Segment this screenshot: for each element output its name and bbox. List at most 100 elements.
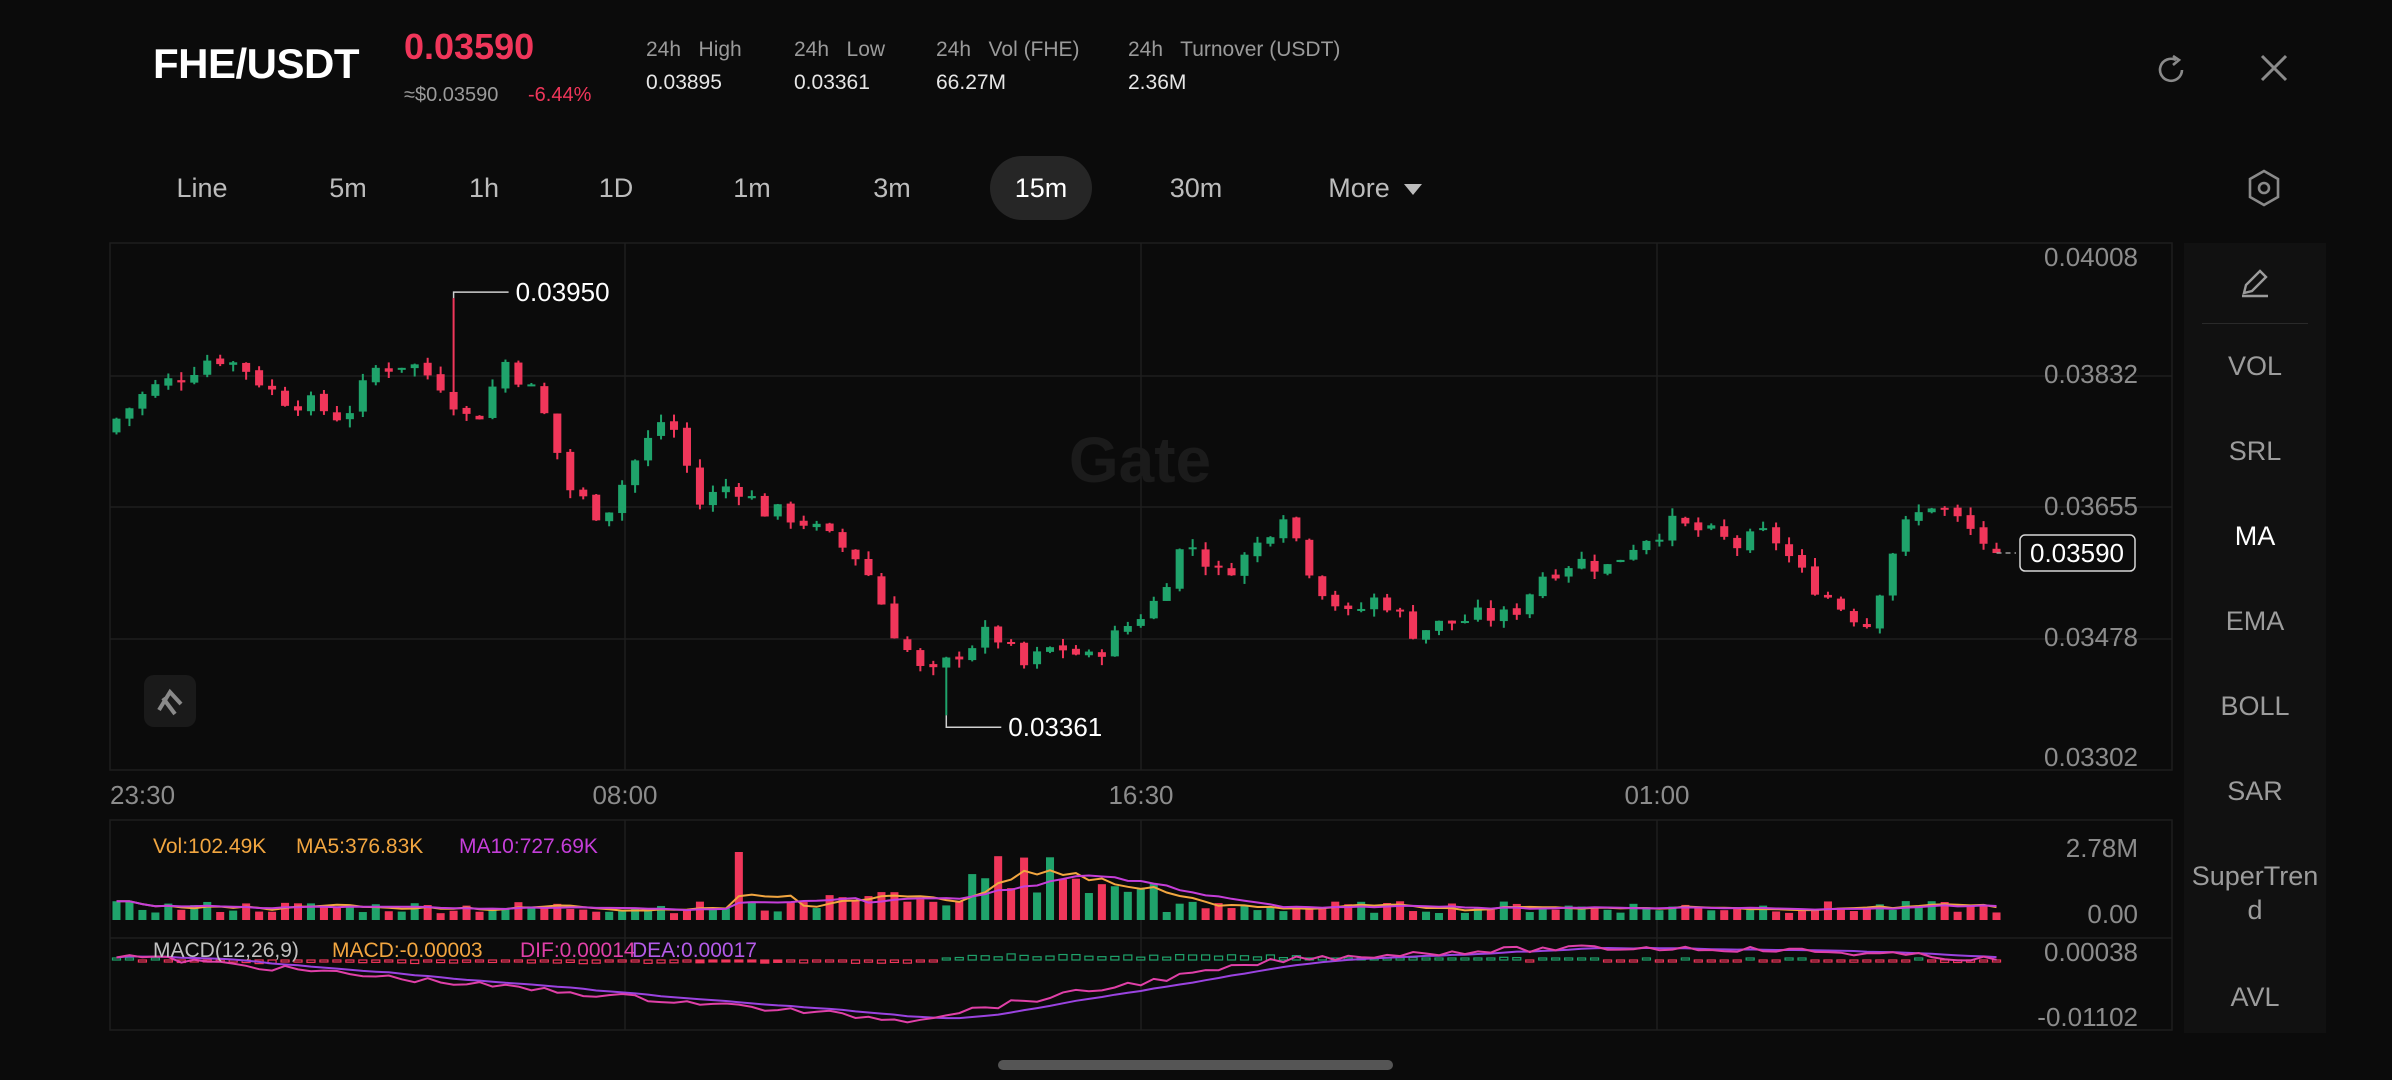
volume-bar [1460, 912, 1469, 920]
candle-body [916, 650, 925, 666]
volume-bar [1007, 888, 1016, 920]
macd-histogram-bar [1175, 954, 1185, 961]
macd-histogram-bar [1628, 959, 1639, 963]
refresh-icon[interactable] [2152, 50, 2192, 90]
candle-body [1525, 594, 1534, 615]
macd-histogram-bar [591, 959, 601, 964]
candle-body [1357, 608, 1366, 611]
volume-bar [125, 901, 134, 920]
stat-value: 2.36M [1128, 71, 1187, 94]
volume-bar [540, 906, 549, 920]
candle-body [1486, 608, 1495, 621]
macd-histogram-bar [1252, 956, 1263, 961]
macd-histogram-bar [1525, 959, 1535, 963]
candle-body [1136, 619, 1145, 626]
candle-body [125, 408, 134, 419]
macd-histogram-bar [124, 957, 135, 961]
tab-3m[interactable]: 3m [873, 173, 911, 203]
tab-30m[interactable]: 30m [1169, 173, 1223, 203]
volume-bar [644, 909, 653, 920]
tab-5m[interactable]: 5m [329, 173, 367, 203]
tab-15m[interactable]: 15m [990, 156, 1092, 220]
macd-histogram-bar [1914, 957, 1924, 961]
volume-bar [1668, 906, 1677, 920]
indicator-sar[interactable]: SAR [2227, 776, 2283, 806]
macd-histogram-bar [137, 959, 148, 963]
candle-body [734, 486, 743, 497]
macd-histogram-bar [1797, 957, 1807, 961]
indicator-avl[interactable]: AVL [2230, 982, 2280, 1012]
high-annotation-line [452, 291, 509, 299]
time-axis-label: 01:00 [1624, 780, 1689, 810]
macd-histogram-bar [799, 959, 809, 964]
price-axis-label: 0.03478 [2044, 622, 2138, 652]
macd-histogram-bar [1641, 957, 1652, 961]
volume-bar [332, 906, 341, 920]
tab-more[interactable]: More [1310, 156, 1440, 220]
volume-bar [1227, 908, 1236, 920]
macd-histogram-bar [1978, 959, 1989, 963]
candle-body [1499, 609, 1508, 622]
candle-body [1045, 647, 1055, 652]
macd-histogram-bar [1849, 959, 1859, 963]
candle-body [1370, 597, 1379, 610]
macd-histogram-bar [1278, 957, 1289, 961]
indicator-supertrend[interactable]: SuperTren d [2191, 861, 2319, 925]
volume-bar [1772, 911, 1781, 920]
macd-histogram-bar [358, 959, 368, 964]
tab-1h[interactable]: 1h [468, 173, 500, 203]
candle-body [825, 523, 834, 532]
indicator-vol[interactable]: VOL [2227, 351, 2283, 381]
time-axis-label: 08:00 [592, 780, 657, 810]
candle-body [799, 520, 808, 526]
candle-body [1033, 651, 1042, 665]
macd-histogram-bar [695, 959, 705, 964]
macd-histogram-bar [1991, 959, 2002, 963]
volume-bar [1590, 907, 1599, 920]
candle-body [1577, 558, 1586, 569]
candle-body [579, 489, 588, 497]
candle-body [1473, 607, 1482, 620]
candle-body [242, 362, 251, 372]
candle-body [268, 385, 277, 390]
volume-bar [1201, 908, 1210, 920]
close-icon[interactable] [2256, 50, 2292, 86]
indicator-srl[interactable]: SRL [2228, 436, 2282, 466]
candle-body [319, 393, 328, 412]
candle-body [540, 386, 549, 414]
volume-bar [1940, 901, 1949, 920]
volume-bar [112, 901, 121, 920]
volume-bar [527, 906, 536, 920]
macd-histogram-bar [1473, 957, 1483, 961]
volume-bar [760, 910, 769, 920]
tab-line[interactable]: Line [176, 173, 228, 203]
macd-histogram-bar [902, 959, 913, 964]
chart-settings-icon[interactable] [2246, 168, 2282, 208]
pair-title: FHE/USDT [153, 40, 360, 87]
indicator-ema[interactable]: EMA [2225, 606, 2285, 636]
macd-histogram-bar [1719, 959, 1729, 963]
macd-histogram-bar [980, 955, 990, 961]
tab-1d[interactable]: 1D [598, 173, 634, 203]
volume-bar [903, 901, 912, 920]
chart-mode-icon[interactable] [143, 674, 197, 728]
macd-histogram-bar [993, 956, 1003, 961]
draw-tool-icon[interactable] [2238, 265, 2272, 299]
macd-histogram-bar [1045, 955, 1055, 961]
volume-bar [566, 908, 575, 920]
volume-ma10-line [116, 874, 1997, 912]
indicator-boll[interactable]: BOLL [2220, 691, 2290, 721]
tab-more-label: More [1328, 173, 1390, 203]
candle-body [838, 532, 847, 548]
indicator-ma[interactable]: MA [2234, 521, 2276, 551]
volume-bar [1020, 857, 1029, 920]
tab-1m[interactable]: 1m [733, 173, 771, 203]
volume-panel: Vol:102.49K MA5:376.83K MA10:727.69K 2.78M 0… [112, 833, 2138, 929]
candle-body [1512, 608, 1521, 615]
home-indicator[interactable] [998, 1060, 1393, 1070]
low-annotation-label: 0.03361 [1008, 712, 1102, 742]
candle-body [177, 380, 186, 383]
volume-bar [1084, 893, 1093, 920]
candle-body [358, 380, 367, 412]
